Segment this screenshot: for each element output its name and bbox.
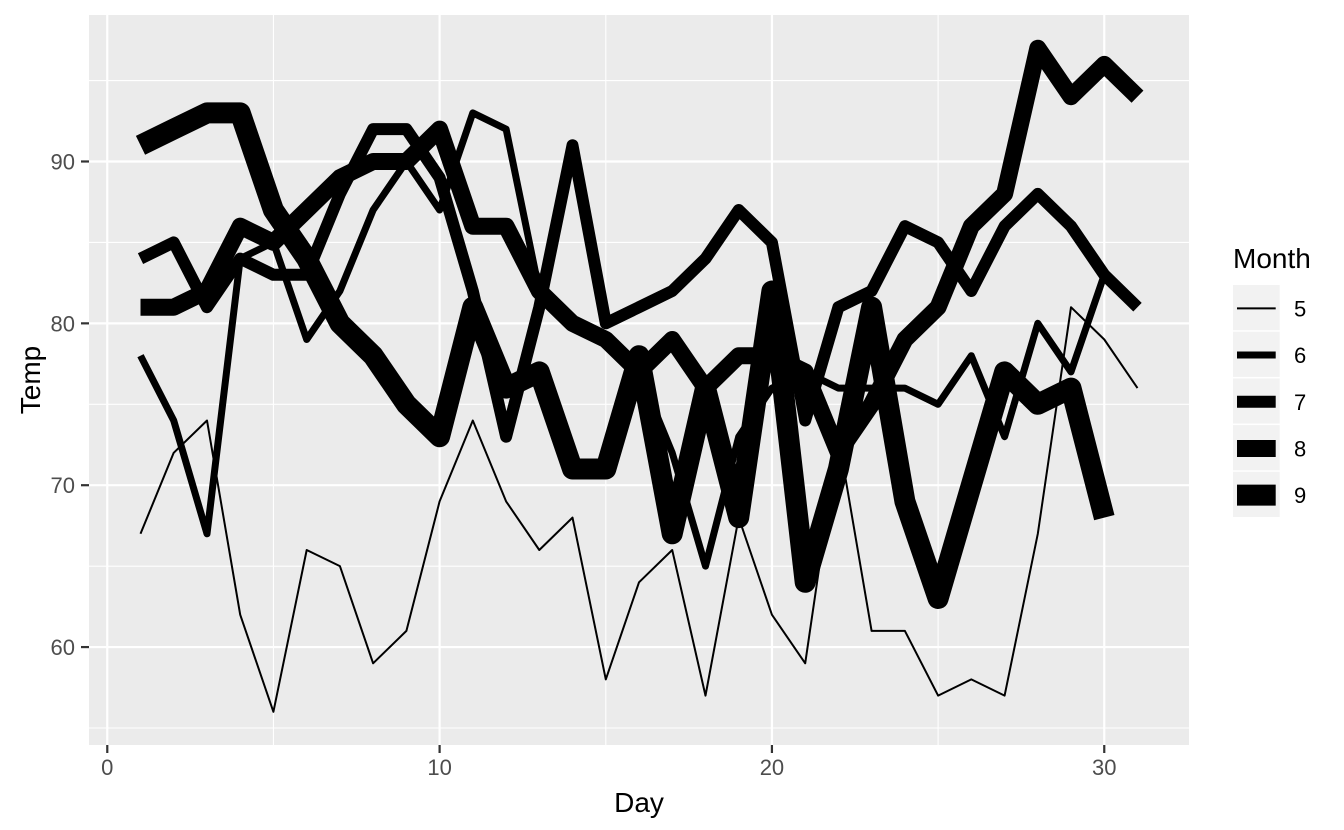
legend-label-month-5: 5 (1294, 296, 1306, 321)
legend-label-month-9: 9 (1294, 483, 1306, 508)
line-month-9 (135, 102, 1115, 609)
legend-label-month-8: 8 (1294, 436, 1306, 461)
y-axis-tick-label: 60 (51, 635, 75, 660)
legend-label-month-7: 7 (1294, 390, 1306, 415)
line-month-5 (139, 306, 1139, 713)
legend-title: Month (1233, 243, 1311, 274)
x-axis-tick-label: 20 (760, 755, 784, 780)
x-axis-tick-label: 0 (101, 755, 113, 780)
x-axis-tick-label: 10 (427, 755, 451, 780)
y-axis-title: Temp (15, 346, 46, 414)
y-axis-tick-label: 90 (51, 149, 75, 174)
y-axis-tick-label: 70 (51, 473, 75, 498)
x-axis-tick-label: 30 (1092, 755, 1116, 780)
x-axis-title: Day (614, 787, 664, 818)
y-axis-tick-label: 80 (51, 311, 75, 336)
legend-label-month-6: 6 (1294, 343, 1306, 368)
